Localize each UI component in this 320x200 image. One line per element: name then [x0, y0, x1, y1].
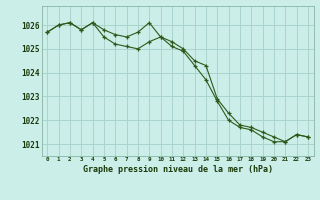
- X-axis label: Graphe pression niveau de la mer (hPa): Graphe pression niveau de la mer (hPa): [83, 165, 273, 174]
